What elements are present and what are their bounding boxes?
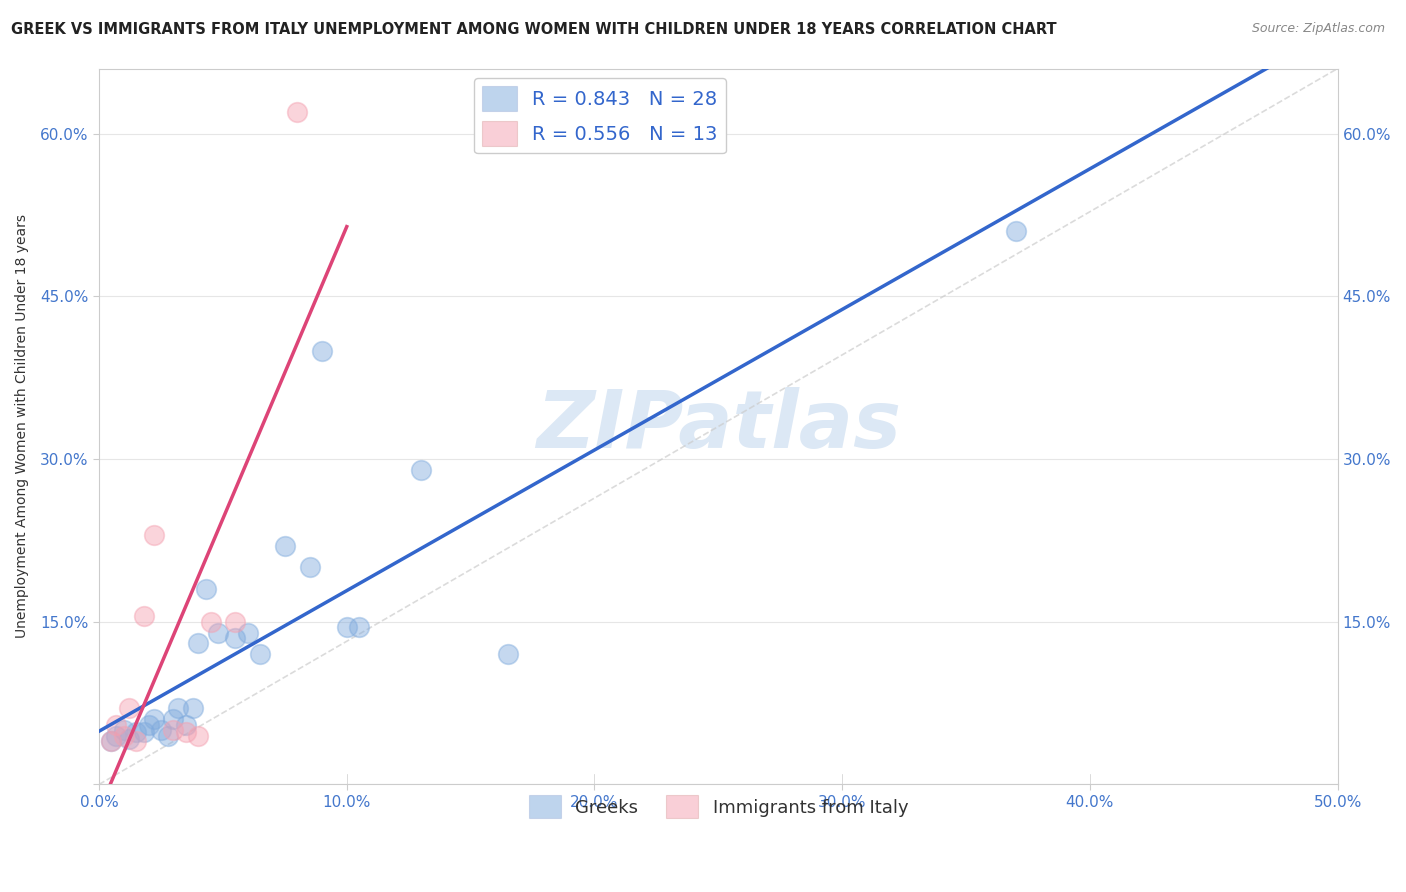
Point (112, 723, 135, 738)
Point (118, 731, 141, 746)
Point (174, 725, 197, 739)
Legend: Greeks, Immigrants from Italy: Greeks, Immigrants from Italy (522, 788, 915, 825)
Point (409, 463, 432, 477)
Point (1004, 224, 1026, 238)
Point (162, 712, 184, 726)
Point (125, 734, 148, 748)
Point (249, 647, 271, 661)
Y-axis label: Unemployment Among Women with Children Under 18 years: Unemployment Among Women with Children U… (15, 214, 30, 639)
Point (132, 725, 155, 739)
Point (142, 712, 165, 726)
Point (142, 528, 165, 542)
Text: GREEK VS IMMIGRANTS FROM ITALY UNEMPLOYMENT AMONG WOMEN WITH CHILDREN UNDER 18 Y: GREEK VS IMMIGRANTS FROM ITALY UNEMPLOYM… (11, 22, 1057, 37)
Point (100, 734, 122, 748)
Text: ZIPatlas: ZIPatlas (536, 387, 901, 466)
Point (105, 729, 128, 743)
Point (224, 615, 246, 629)
Point (105, 718, 128, 732)
Point (162, 723, 184, 738)
Text: Source: ZipAtlas.com: Source: ZipAtlas.com (1251, 22, 1385, 36)
Point (347, 620, 370, 634)
Point (207, 625, 229, 640)
Point (187, 636, 209, 650)
Point (174, 718, 197, 732)
Point (336, 620, 359, 634)
Point (187, 729, 209, 743)
Point (194, 582, 217, 597)
Point (274, 539, 297, 553)
Point (149, 723, 172, 738)
Point (181, 701, 204, 715)
Point (138, 718, 160, 732)
Point (285, 104, 308, 119)
Point (311, 343, 333, 358)
Point (236, 625, 259, 640)
Point (167, 701, 190, 715)
Point (496, 647, 519, 661)
Point (125, 725, 148, 739)
Point (112, 729, 135, 743)
Point (200, 615, 222, 629)
Point (157, 729, 180, 743)
Point (100, 734, 122, 748)
Point (298, 560, 321, 574)
Point (132, 609, 155, 624)
Point (224, 631, 246, 645)
Point (118, 701, 141, 715)
